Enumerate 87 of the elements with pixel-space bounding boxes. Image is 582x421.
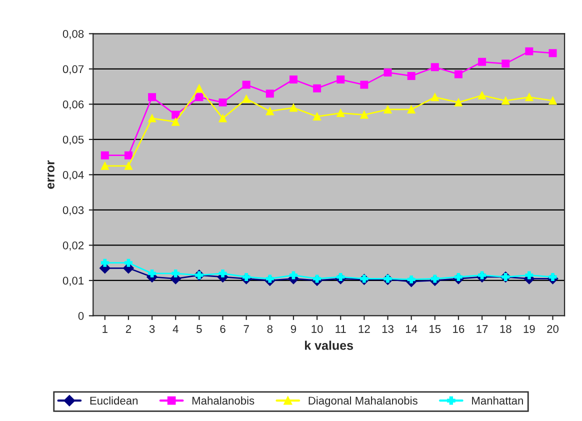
y-tick-label: 0,01 (62, 276, 84, 286)
point (242, 94, 250, 103)
point (218, 114, 227, 122)
x-tick-label: 8 (267, 325, 273, 333)
x-tick-label: 14 (406, 325, 418, 333)
x-tick-label: 12 (358, 325, 370, 333)
x-tick-label: 15 (430, 325, 441, 333)
point (242, 272, 250, 281)
x-tick-label: 13 (382, 325, 394, 333)
point (336, 76, 345, 84)
point (548, 272, 557, 281)
point (454, 98, 462, 106)
point (430, 93, 439, 102)
y-tick-label: 0,04 (62, 170, 84, 180)
x-tick-label: 9 (290, 325, 296, 333)
legend-label: Euclidean (90, 396, 138, 405)
y-tick-label: 0,05 (62, 136, 84, 145)
point (454, 272, 462, 281)
point (148, 269, 156, 278)
point (454, 70, 462, 78)
point (360, 80, 368, 89)
x-tick-label: 2 (126, 325, 132, 333)
point (407, 275, 416, 284)
x-tick-label: 7 (244, 325, 249, 333)
x-tick-label: 6 (220, 325, 226, 333)
point (407, 72, 416, 80)
point (384, 68, 392, 76)
x-tick-label: 3 (149, 325, 155, 333)
point (242, 80, 250, 89)
point (313, 84, 322, 92)
x-tick-label: 1 (102, 325, 108, 333)
x-tick-label: 16 (453, 325, 464, 333)
y-tick-label: 0,03 (62, 206, 84, 216)
y-tick-label: 0,08 (62, 30, 84, 40)
x-axis-title: k values (305, 340, 353, 350)
point (548, 96, 557, 105)
point (218, 269, 227, 278)
y-tick-label: 0,07 (62, 65, 84, 74)
point (124, 151, 132, 160)
point (289, 271, 298, 280)
legend-label: Mahalanobis (192, 396, 254, 405)
x-tick-label: 11 (336, 325, 346, 333)
point (478, 58, 486, 66)
x-tick-label: 19 (524, 325, 535, 333)
point (478, 91, 486, 100)
point (172, 269, 180, 278)
point (525, 47, 534, 56)
point (172, 110, 180, 119)
point (525, 271, 534, 280)
point (124, 258, 132, 267)
point (336, 272, 345, 281)
point (195, 84, 204, 92)
point (289, 76, 298, 84)
point (548, 49, 557, 58)
x-tick-label: 4 (172, 325, 178, 333)
point (289, 104, 298, 112)
x-tick-label: 17 (476, 325, 488, 333)
point (266, 90, 274, 98)
point (407, 105, 416, 114)
x-tick-label: 18 (500, 325, 512, 333)
legend-label: Diagonal Mahalanobis (308, 396, 418, 407)
point (525, 93, 534, 102)
point (100, 258, 109, 267)
point (100, 162, 109, 170)
y-tick-label: 0 (78, 312, 84, 320)
y-tick-label: 0,06 (62, 100, 84, 110)
y-tick-label: 0,02 (62, 242, 84, 251)
point (100, 151, 109, 160)
x-tick-label: 20 (547, 325, 558, 333)
point (360, 110, 368, 119)
point (124, 162, 132, 170)
y-axis-title: error (48, 160, 54, 189)
point (336, 109, 345, 118)
point (384, 105, 392, 114)
point (502, 60, 510, 68)
point (172, 118, 180, 126)
legend-label: Manhattan (472, 396, 523, 405)
point (218, 98, 227, 106)
x-tick-label: 10 (312, 325, 323, 333)
point (266, 107, 274, 116)
point (502, 96, 510, 105)
x-tick-label: 5 (196, 325, 202, 333)
point (148, 114, 156, 122)
point (430, 63, 439, 72)
point (313, 112, 322, 121)
point (148, 93, 156, 102)
point (195, 93, 204, 102)
